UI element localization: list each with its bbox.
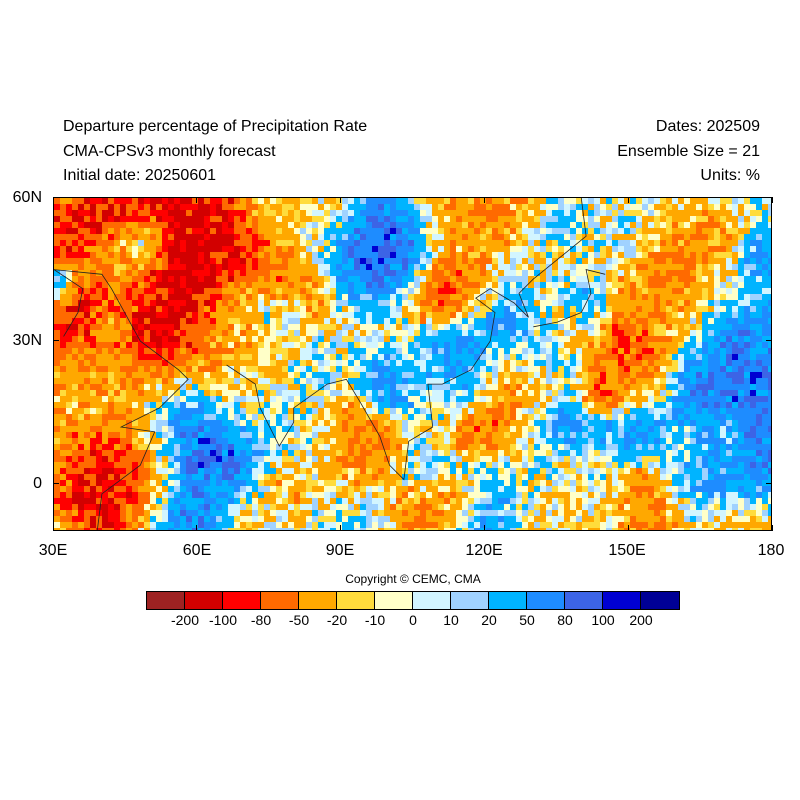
colorbar-label: 80 [557,612,573,628]
copyright-notice: Copyright © CEMC, CMA [345,572,481,586]
lon-tick-mark [340,197,342,203]
lon-tick-mark [52,197,54,203]
lon-tick-mark [483,197,485,203]
lon-tick-mark [627,197,629,203]
colorbar-bin-10 [527,592,565,609]
lon-tick-mark [771,525,773,531]
colorbar-label: 200 [629,612,653,628]
colorbar-label: -20 [326,612,348,628]
colorbar-bin-8 [451,592,489,609]
colorbar-bin-5 [337,592,375,609]
colorbar-bin-2 [223,592,261,609]
colorbar-bin-3 [261,592,299,609]
colorbar-bin-0 [147,592,185,609]
lat-tick-30n: 30N [12,332,42,349]
colorbar-label: -200 [170,612,200,628]
model-name: CMA-CPSv3 monthly forecast [63,143,276,160]
colorbar-bin-12 [603,592,641,609]
units-label: Units: % [700,167,760,184]
map-field [54,198,771,530]
colorbar-label: -10 [364,612,386,628]
colorbar-label: 0 [409,612,417,628]
colorbar-bin-7 [413,592,451,609]
lon-tick-150e: 150E [608,542,646,559]
lat-tick-mark [766,482,772,484]
plot-title: Departure percentage of Precipitation Ra… [63,118,368,135]
colorbar-bin-13 [641,592,679,609]
lon-tick-mark [196,197,198,203]
lat-tick-mark [53,196,59,198]
colorbar-bin-6 [375,592,413,609]
lon-tick-120e: 120E [465,542,503,559]
colorbar-label: 10 [443,612,459,628]
lat-tick-mark [766,196,772,198]
colorbar-label: 20 [481,612,497,628]
lon-tick-mark [483,525,485,531]
coastline-0 [54,269,189,530]
lat-tick-mark [766,339,772,341]
colorbar-bin-11 [565,592,603,609]
colorbar-bin-4 [299,592,337,609]
colorbar-label: -50 [288,612,310,628]
lon-tick-mark [627,525,629,531]
colorbar-label: -100 [208,612,238,628]
forecast-dates: Dates: 202509 [655,118,760,135]
lat-tick-mark [53,482,59,484]
colorbar-bin-1 [185,592,223,609]
colorbar-bin-9 [489,592,527,609]
coastline-2 [533,269,606,328]
lon-tick-90e: 90E [325,542,355,559]
lon-tick-mark [196,525,198,531]
precipitation-anomaly-map [53,197,772,531]
colorbar-label: 50 [519,612,535,628]
lon-tick-mark [340,525,342,531]
lon-tick-180: 180 [757,542,785,559]
lon-tick-mark [771,197,773,203]
coastline-1 [226,198,587,481]
colorbar [146,591,680,610]
lon-tick-60e: 60E [182,542,212,559]
colorbar-label: 100 [591,612,615,628]
lon-tick-mark [52,525,54,531]
lon-tick-30e: 30E [38,542,68,559]
lat-tick-60n: 60N [12,189,42,206]
initial-date: Initial date: 20250601 [63,167,217,184]
colorbar-label: -80 [250,612,272,628]
lat-tick-mark [53,339,59,341]
ensemble-size: Ensemble Size = 21 [617,143,760,160]
lat-tick-0: 0 [33,475,42,492]
